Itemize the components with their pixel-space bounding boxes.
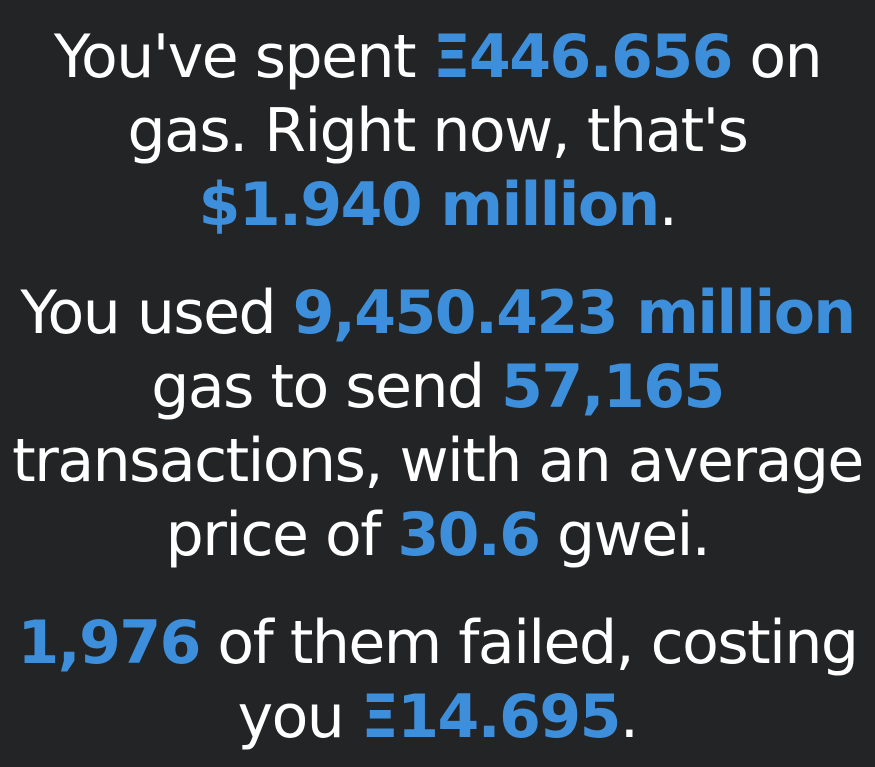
text: gwei. [539,500,711,570]
text: You used [20,278,293,348]
usd-value: $1.940 million [198,170,661,240]
text: . [658,170,678,240]
transaction-count-value: 57,165 [501,352,725,422]
text: transactions, with an average price of [12,426,864,570]
gas-used-value: 9,450.423 million [292,278,856,348]
average-price-value: 30.6 [397,500,541,570]
text: of them failed, costing you [199,608,859,752]
text: . [619,682,639,752]
failed-summary: 1,976 of them failed, costing you Ξ14.69… [10,606,865,754]
eth-spent-value: Ξ446.656 [432,22,734,92]
usage-summary: You used 9,450.423 million gas to send 5… [10,276,865,572]
spent-summary: You've spent Ξ446.656 on gas. Right now,… [10,20,865,242]
failed-count-value: 1,976 [17,608,202,678]
text: gas to send [151,352,502,422]
text: You've spent [53,22,433,92]
failed-cost-value: Ξ14.695 [360,682,621,752]
text: on gas. Right now, that's [127,22,823,166]
